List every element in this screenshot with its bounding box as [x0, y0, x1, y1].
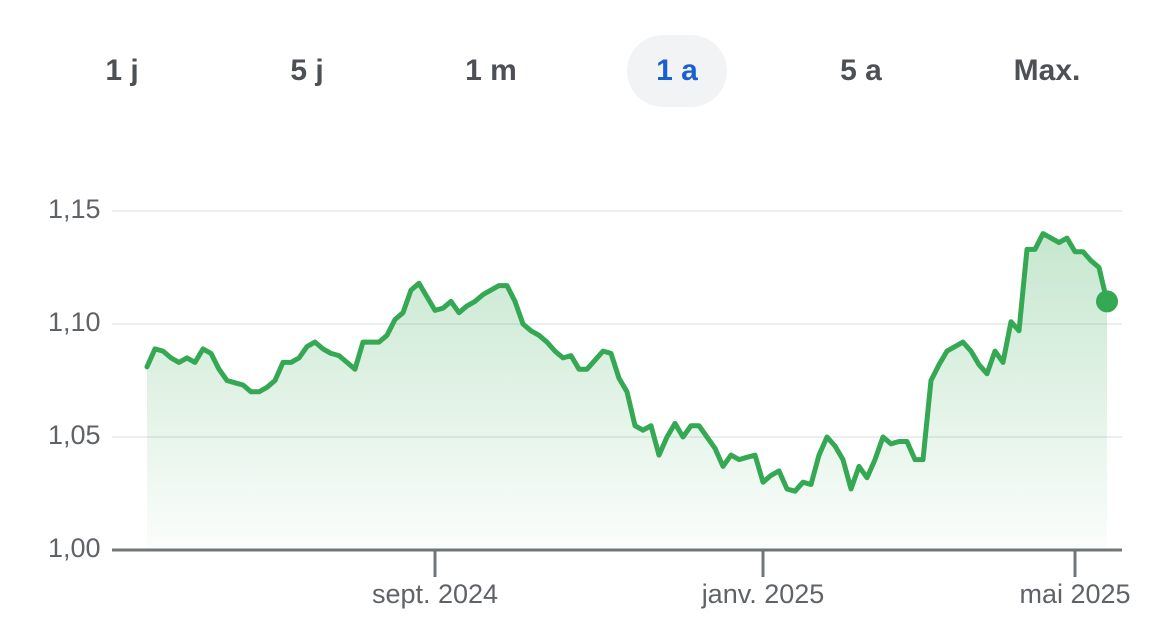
price-line — [144, 231, 1110, 494]
range-tab[interactable]: Max. — [1014, 54, 1081, 87]
range-tab[interactable]: 5 a — [840, 54, 882, 87]
range-tab[interactable]: 1 a — [656, 54, 698, 87]
x-tick-label: sept. 2024 — [372, 579, 498, 609]
x-tick-label: mai 2025 — [1019, 579, 1130, 609]
selected-tab-bg — [627, 35, 727, 107]
y-tick-label: 1,10 — [48, 307, 101, 337]
last-point — [1096, 290, 1118, 313]
range-tab[interactable]: 1 j — [105, 54, 138, 87]
plot: sept. 2024 janv. 2025 mai 2025 — [112, 231, 1131, 609]
x-tick-label: janv. 2025 — [701, 579, 825, 609]
range-tab[interactable]: 1 m — [465, 54, 517, 87]
y-tick-label: 1,00 — [48, 533, 101, 563]
range-tabs: 1 j 5 j 1 m 1 a 5 a Max. — [105, 35, 1080, 107]
range-tab[interactable]: 5 j — [290, 54, 323, 87]
y-tick-label: 1,05 — [48, 420, 101, 450]
y-tick-label: 1,15 — [48, 194, 101, 224]
